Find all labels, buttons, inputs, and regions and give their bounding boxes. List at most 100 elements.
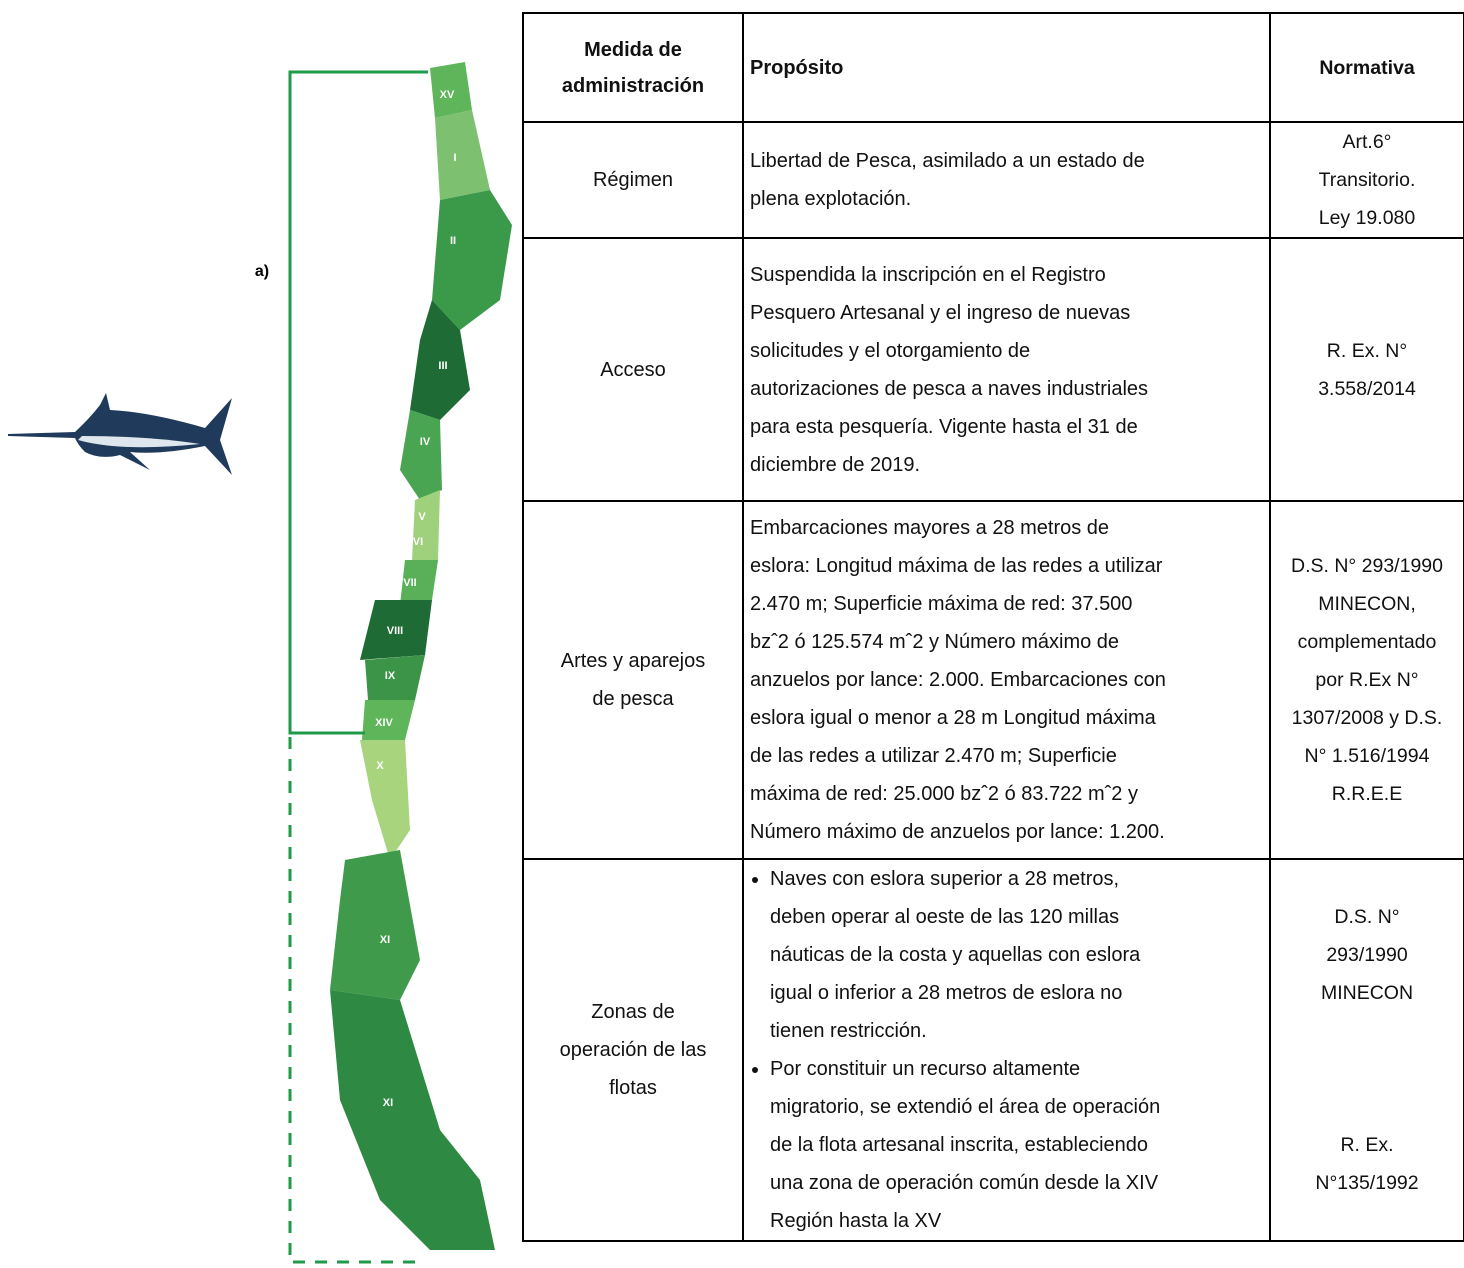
cell-line: Artes y aparejos: [560, 650, 706, 672]
cell-line: 1307/2008 y D.S.: [1291, 707, 1443, 729]
cell-line: de la flota artesanal inscrita, establec…: [770, 1134, 1149, 1156]
medida-cell: Acceso: [522, 237, 744, 502]
swordfish-belly: [78, 436, 200, 448]
cell-line: N° 1.516/1994: [1304, 745, 1430, 767]
cell-line: eslora: Longitud máxima de las redes a u…: [750, 555, 1163, 577]
cell-line: operación de las: [559, 1039, 707, 1061]
region-label: XV: [440, 89, 455, 101]
region-label: IV: [420, 436, 431, 448]
cell-line: D.S. N°: [1334, 906, 1400, 928]
cell-line: Zonas de: [591, 1001, 675, 1023]
cell-line: una zona de operación común desde la XIV: [770, 1172, 1159, 1194]
cell-line: solicitudes y el otorgamiento de: [750, 339, 1031, 362]
region-label: I: [453, 152, 456, 164]
normativa-cell: Art.6° Transitorio. Ley 19.080: [1269, 121, 1464, 239]
table-row: Zonas de operación de las flotas Naves con …: [522, 858, 1464, 1242]
medida-cell: Régimen: [522, 121, 744, 239]
normativa-cell: R. Ex. N° 3.558/2014: [1269, 237, 1464, 502]
cell-line: MINECON,: [1318, 593, 1416, 615]
normativa-group: D.S. N° 293/1990 MINECON: [1277, 898, 1457, 1012]
cell-line: complementado: [1297, 631, 1437, 653]
cell-line: R. Ex.: [1340, 1134, 1394, 1156]
cell-line: máxima de red: 25.000 bzˆ2 ó 83.722 mˆ2 …: [750, 783, 1138, 805]
cell-line: Transitorio.: [1318, 169, 1416, 191]
region-label: XI: [383, 1097, 393, 1109]
bullet-item: Naves con eslora superior a 28 metros, de…: [770, 860, 1263, 1050]
cell-line: náuticas de la costa y aquellas con eslo…: [770, 944, 1141, 966]
cell-line: plena explotación.: [750, 188, 912, 210]
proposito-cell: Libertad de Pesca, asimilado a un estado…: [742, 121, 1271, 239]
bracket: [288, 70, 428, 735]
cell-line: administración: [561, 74, 705, 97]
cell-line: MINECON: [1320, 982, 1414, 1004]
cell-line: D.S. N° 293/1990: [1291, 555, 1443, 577]
cell-line: Ley 19.080: [1318, 207, 1416, 229]
cell-line: migratorio, se extendió el área de opera…: [770, 1096, 1161, 1118]
column-header: Normativa: [1269, 12, 1464, 123]
region-label: V: [418, 511, 426, 523]
cell-line: Art.6°: [1342, 131, 1392, 153]
cell-line: tienen restricción.: [770, 1020, 927, 1042]
table-row: Artes y aparejos de pesca Embarcaciones ma…: [522, 500, 1464, 860]
cell-line: Región hasta la XV: [770, 1210, 942, 1232]
cell-line: 3.558/2014: [1318, 377, 1416, 400]
region-label: II: [450, 235, 456, 247]
medida-cell: Zonas de operación de las flotas: [522, 858, 744, 1242]
proposito-cell: Embarcaciones mayores a 28 metros de eslo…: [742, 500, 1271, 860]
normativa-group: Art.6° Transitorio. Ley 19.080: [1277, 123, 1457, 237]
normativa-cell: D.S. N° 293/1990 MINECON R. Ex. N°135/1992: [1269, 858, 1464, 1242]
region-label: IX: [385, 670, 396, 682]
column-header: Medida de administración: [522, 12, 744, 123]
management-table: Medida de administración Propósito Normativ…: [522, 12, 1464, 1242]
cell-line: Pesquero Artesanal y el ingreso de nueva…: [750, 301, 1131, 324]
cell-line: Acceso: [600, 358, 666, 381]
region-label: XI: [380, 934, 390, 946]
region-label: XIV: [375, 717, 393, 729]
cell-line: Normativa: [1319, 56, 1415, 79]
bullet-list: Naves con eslora superior a 28 metros, de…: [750, 860, 1263, 1240]
region-label: X: [376, 760, 384, 772]
cell-line: anzuelos por lance: 2.000. Embarcaciones…: [750, 669, 1166, 691]
medida-cell: Artes y aparejos de pesca: [522, 500, 744, 860]
bullet-item: Por constituir un recurso altamente migra…: [770, 1050, 1263, 1240]
cell-line: Régimen: [592, 169, 674, 191]
normativa-cell: D.S. N° 293/1990 MINECON, complementado por…: [1269, 500, 1464, 860]
region-label: VII: [403, 577, 416, 589]
cell-line: Medida de: [584, 38, 682, 61]
cell-line: de las redes a utilizar 2.470 m; Superfi…: [750, 745, 1117, 767]
cell-line: bzˆ2 ó 125.574 mˆ2 y Número máximo de: [750, 631, 1120, 653]
cell-line: Suspendida la inscripción en el Registro: [750, 263, 1106, 286]
normativa-group: R. Ex. N° 3.558/2014: [1277, 332, 1457, 408]
proposito-cell: Suspendida la inscripción en el Registro…: [742, 237, 1271, 502]
chile-map: [330, 62, 512, 1250]
normativa-group: R. Ex. N°135/1992: [1277, 1126, 1457, 1202]
cell-line: autorizaciones de pesca a naves industri…: [750, 377, 1149, 400]
cell-line: de pesca: [592, 688, 674, 710]
table-row: Acceso Suspendida la inscripción en el Re…: [522, 237, 1464, 502]
swordfish: [8, 393, 232, 475]
cell-line: 293/1990: [1326, 944, 1408, 966]
cell-line: 2.470 m; Superficie máxima de red: 37.50…: [750, 593, 1133, 615]
cell-line: Por constituir un recurso altamente: [770, 1058, 1081, 1080]
cell-line: R.R.E.E: [1331, 783, 1403, 805]
cell-line: N°135/1992: [1315, 1172, 1419, 1194]
cell-line: diciembre de 2019.: [750, 453, 921, 476]
region-label: VIII: [387, 625, 404, 637]
proposito-cell: Naves con eslora superior a 28 metros, de…: [742, 858, 1271, 1242]
table-row: Régimen Libertad de Pesca, asimilado a un…: [522, 121, 1464, 239]
region-label: III: [438, 360, 447, 372]
cell-line: para esta pesquería. Vigente hasta el 31…: [750, 415, 1138, 438]
cell-line: Propósito: [750, 56, 844, 79]
cell-line: Número máximo de anzuelos por lance: 1.2…: [750, 821, 1165, 843]
cell-line: eslora igual o menor a 28 m Longitud máx…: [750, 707, 1156, 729]
cell-line: Embarcaciones mayores a 28 metros de: [750, 517, 1110, 539]
normativa-group: D.S. N° 293/1990 MINECON, complementado por…: [1277, 547, 1457, 813]
cell-line: Naves con eslora superior a 28 metros,: [770, 868, 1120, 890]
column-header: Propósito: [742, 12, 1271, 123]
cell-line: igual o inferior a 28 metros de eslora n…: [770, 982, 1123, 1004]
cell-line: flotas: [609, 1077, 657, 1099]
cell-line: por R.Ex N°: [1315, 669, 1419, 691]
cell-line: R. Ex. N°: [1326, 339, 1408, 362]
